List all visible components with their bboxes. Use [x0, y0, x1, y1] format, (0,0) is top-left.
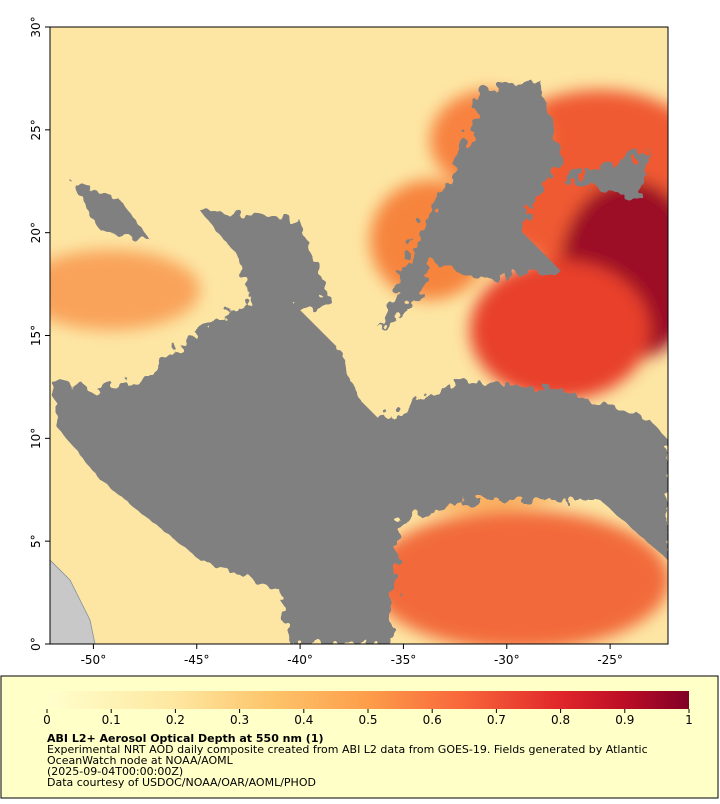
y-tick-label: 25° — [29, 119, 43, 140]
colorbar-tick-label: 0.8 — [551, 713, 570, 727]
colorbar-tick-label: 1 — [685, 713, 693, 727]
y-tick-label: 10° — [29, 428, 43, 449]
aod-map — [50, 27, 668, 644]
colorbar-tick-label: 0.5 — [358, 713, 377, 727]
colorbar-tick-label: 0.9 — [615, 713, 634, 727]
y-tick-label: 5° — [29, 534, 43, 548]
description: OceanWatch node at NOAA/AOML — [47, 754, 234, 767]
colorbar-tick-label: 0.3 — [230, 713, 249, 727]
x-tick-label: -40° — [287, 653, 313, 667]
x-tick-label: -25° — [597, 653, 623, 667]
x-tick-label: -30° — [494, 653, 520, 667]
colorbar-ticks: 0 0.1 0.2 0.3 0.4 0.5 0.6 0.7 0.8 0.9 1 — [43, 709, 693, 727]
y-tick-label: 15° — [29, 325, 43, 346]
y-tick-label: 30° — [29, 16, 43, 37]
colorbar-tick-label: 0.7 — [487, 713, 506, 727]
axes: -50° -45° -40° -35° -30° -25° 0° 5° 10° 15° 20° 25°… — [29, 16, 623, 667]
x-tick-label: -50° — [81, 653, 107, 667]
colorbar-tick-label: 0.2 — [166, 713, 185, 727]
colorbar-tick-label: 0.4 — [294, 713, 313, 727]
colorbar-tick-label: 0.6 — [423, 713, 442, 727]
description: Experimental NRT AOD daily composite cre… — [47, 743, 648, 756]
y-tick-label: 0° — [29, 637, 43, 651]
description: (2025-09-04T00:00:00Z) — [47, 765, 183, 778]
x-tick-label: -35° — [391, 653, 417, 667]
colorbar-tick-label: 0 — [43, 713, 51, 727]
colorbar — [47, 691, 689, 709]
title: ABI L2+ Aerosol Optical Depth at 550 nm … — [47, 732, 324, 745]
y-tick-label: 20° — [29, 222, 43, 243]
description: Data courtesy of USDOC/NOAA/OAR/AOML/PHO… — [47, 776, 316, 789]
colorbar-tick-label: 0.1 — [102, 713, 121, 727]
x-tick-label: -45° — [184, 653, 210, 667]
